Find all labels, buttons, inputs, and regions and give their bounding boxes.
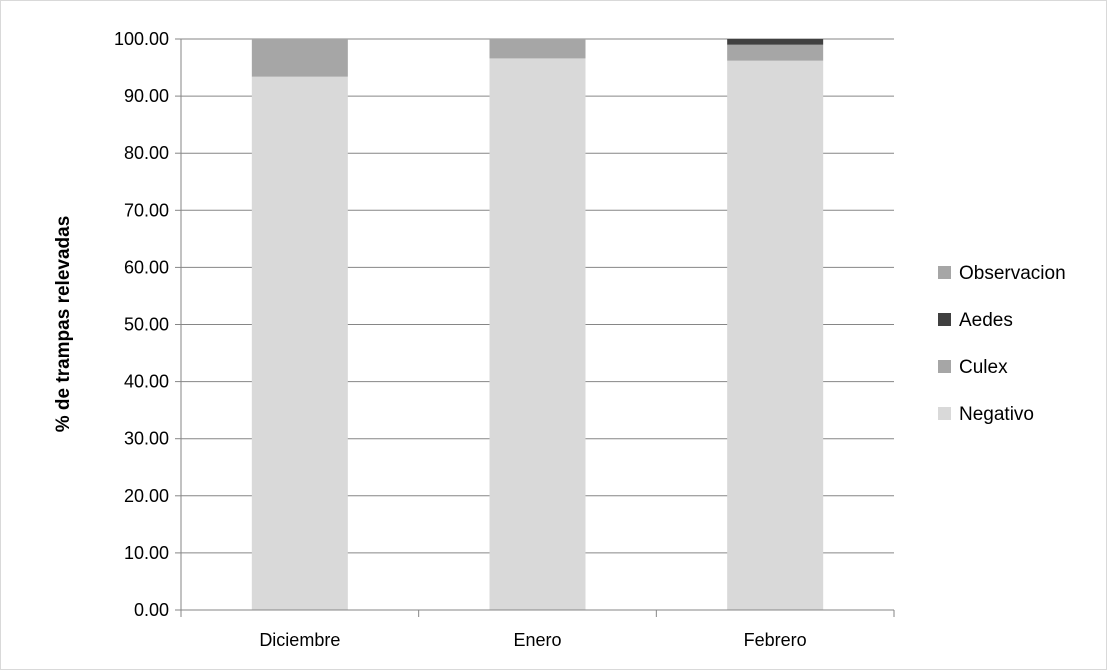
legend-label: Aedes — [959, 310, 1013, 331]
legend-label: Observacion — [959, 263, 1066, 284]
legend: Observacion Aedes Culex Negativo — [938, 263, 1066, 425]
bar-negativo-enero — [489, 58, 586, 610]
y-tick-label: 60.00 — [124, 257, 169, 277]
bar-negativo-diciembre — [251, 76, 348, 611]
y-tick-label: 10.00 — [124, 543, 169, 563]
legend-swatch — [938, 313, 951, 326]
y-axis-title: % de trampas relevadas — [53, 216, 74, 433]
bar-negativo-febrero — [727, 60, 824, 610]
y-tick-label: 90.00 — [124, 86, 169, 106]
bar-culex-enero — [489, 39, 586, 59]
legend-swatch — [938, 407, 951, 420]
tick-labels: 0.00 10.00 20.00 30.00 40.00 50.00 60.00 70.00 8… — [114, 29, 807, 650]
y-tick-label: 50.00 — [124, 315, 169, 335]
y-tick-label: 100.00 — [114, 29, 169, 49]
x-tick-label: Febrero — [744, 630, 807, 650]
y-tick-label: 20.00 — [124, 486, 169, 506]
legend-swatch — [938, 266, 951, 279]
axes — [175, 38, 895, 617]
bar-culex-febrero — [727, 44, 824, 61]
y-tick-label: 70.00 — [124, 200, 169, 220]
legend-label: Negativo — [959, 404, 1034, 425]
y-tick-label: 0.00 — [134, 600, 169, 620]
bar-culex-diciembre — [251, 39, 348, 77]
y-tick-label: 40.00 — [124, 372, 169, 392]
bar-aedes-febrero — [727, 39, 824, 45]
legend-swatch — [938, 360, 951, 373]
x-tick-label: Enero — [513, 630, 561, 650]
y-tick-label: 30.00 — [124, 429, 169, 449]
y-tick-label: 80.00 — [124, 143, 169, 163]
legend-label: Culex — [959, 357, 1008, 378]
bars — [251, 39, 824, 611]
x-tick-label: Diciembre — [259, 630, 340, 650]
